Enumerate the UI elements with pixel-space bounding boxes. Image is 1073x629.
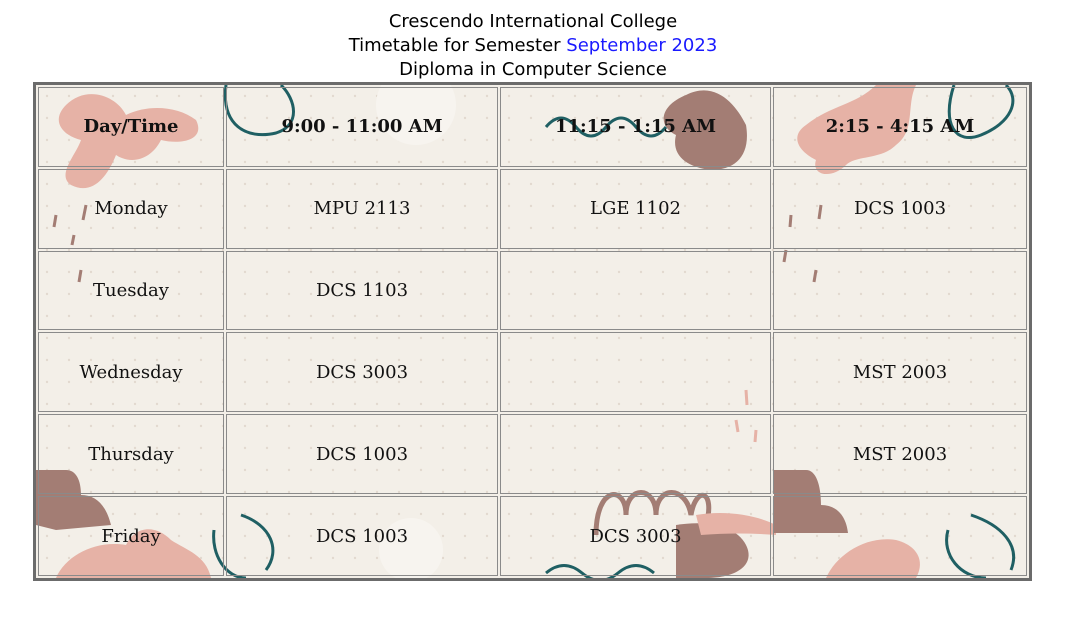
- slot-cell: MPU 2113: [226, 168, 498, 249]
- decorative-background: [36, 85, 1029, 578]
- day-cell: Thursday: [38, 414, 224, 495]
- table-row: Monday MPU 2113 LGE 1102 DCS 1003: [38, 168, 1027, 249]
- timetable-prefix: Timetable for Semester: [348, 35, 567, 56]
- semester-label: September 2023: [566, 35, 718, 56]
- table-row: Tuesday DCS 1103: [38, 250, 1027, 331]
- timetable-container: Day/Time 9:00 - 11:00 AM 11:15 - 1:15 AM…: [33, 82, 1032, 581]
- slot-cell: [500, 332, 771, 413]
- program-name: Diploma in Computer Science: [399, 59, 667, 80]
- day-cell: Friday: [38, 496, 224, 576]
- slot-cell: [773, 496, 1027, 576]
- slot-cell: DCS 1003: [773, 168, 1027, 249]
- table-row: Friday DCS 1003 DCS 3003: [38, 496, 1027, 576]
- header-day-time: Day/Time: [38, 87, 224, 167]
- slot-cell: [500, 250, 771, 331]
- table-header-row: Day/Time 9:00 - 11:00 AM 11:15 - 1:15 AM…: [38, 87, 1027, 167]
- slot-cell: [500, 414, 771, 495]
- header-slot-2: 11:15 - 1:15 AM: [500, 87, 771, 167]
- header-slot-3: 2:15 - 4:15 AM: [773, 87, 1027, 167]
- slot-cell: LGE 1102: [500, 168, 771, 249]
- college-name: Crescendo International College: [388, 11, 678, 32]
- header-slot-1: 9:00 - 11:00 AM: [226, 87, 498, 167]
- slot-cell: [773, 250, 1027, 331]
- day-cell: Wednesday: [38, 332, 224, 413]
- table-row: Thursday DCS 1003 MST 2003: [38, 414, 1027, 495]
- day-cell: Monday: [38, 168, 224, 249]
- day-cell: Tuesday: [38, 250, 224, 331]
- slot-cell: DCS 3003: [226, 332, 498, 413]
- slot-cell: DCS 1003: [226, 496, 498, 576]
- slot-cell: DCS 1003: [226, 414, 498, 495]
- slot-cell: MST 2003: [773, 332, 1027, 413]
- timetable-title: Timetable for Semester September 2023: [0, 34, 1066, 58]
- slot-cell: MST 2003: [773, 414, 1027, 495]
- slot-cell: DCS 3003: [500, 496, 771, 576]
- slot-cell: DCS 1103: [226, 250, 498, 331]
- page-header: Crescendo International College Timetabl…: [0, 10, 1066, 82]
- timetable: Day/Time 9:00 - 11:00 AM 11:15 - 1:15 AM…: [36, 85, 1029, 578]
- table-row: Wednesday DCS 3003 MST 2003: [38, 332, 1027, 413]
